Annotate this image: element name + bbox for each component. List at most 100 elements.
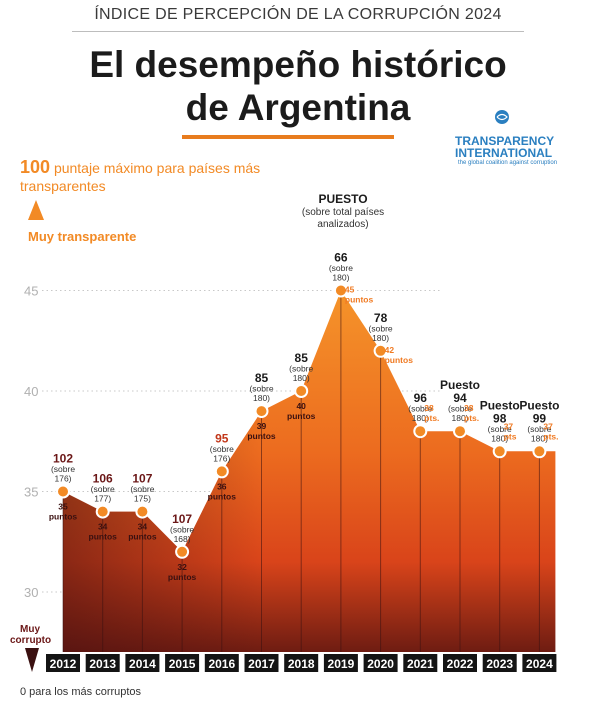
x-tick-label: 2024 xyxy=(526,657,553,671)
data-point xyxy=(56,484,70,499)
rank-label: 180) xyxy=(372,333,389,343)
rank-label: (sobre xyxy=(408,404,432,414)
x-tick-label: 2020 xyxy=(367,657,394,671)
rank-label: (sobre xyxy=(130,484,154,494)
score-label: 34 xyxy=(98,522,108,532)
puesto-title: PUESTO xyxy=(318,192,368,206)
x-tick-label: 2023 xyxy=(486,657,513,671)
x-tick-label: 2012 xyxy=(50,657,77,671)
rank-label: (sobre xyxy=(91,484,115,494)
rank-label: 177) xyxy=(94,494,111,504)
score-label: puntos xyxy=(247,431,276,441)
down-arrow-icon xyxy=(25,648,39,672)
score-label: puntos xyxy=(208,491,237,501)
rank-label: (sobre xyxy=(289,364,313,374)
muy-transparente-label: Muy transparente xyxy=(28,229,137,244)
logo-name: TRANSPARENCY INTERNATIONAL xyxy=(455,134,554,160)
data-point xyxy=(373,343,388,358)
rank-label: 106 xyxy=(93,472,113,486)
rank-label: 180) xyxy=(451,413,468,423)
score-label: puntos xyxy=(128,532,157,542)
rank-label: 94 xyxy=(453,391,467,405)
year-badge xyxy=(244,654,279,672)
rank-label: 168) xyxy=(174,534,191,544)
rank-label: 99 xyxy=(533,411,547,425)
top-subtitle: ÍNDICE DE PERCEPCIÓN DE LA CORRUPCIÓN 20… xyxy=(94,6,502,23)
data-point xyxy=(453,424,467,439)
year-badge xyxy=(522,654,557,672)
score-label: 38 xyxy=(424,403,434,413)
year-badge xyxy=(284,654,319,672)
x-tick-label: 2013 xyxy=(89,657,116,671)
score-label: 38 xyxy=(464,403,474,413)
score-label: 45 xyxy=(345,285,355,295)
score-label: pts. xyxy=(464,413,479,423)
rank-label: 98 xyxy=(493,411,507,425)
data-point xyxy=(135,504,150,519)
y-tick-label: 30 xyxy=(24,585,38,600)
rank-label: (sobre xyxy=(210,444,234,454)
x-tick-label: 2015 xyxy=(169,657,196,671)
rank-label: (sobre xyxy=(448,404,472,414)
data-point xyxy=(532,444,547,459)
x-tick-label: 2018 xyxy=(288,657,315,671)
score-label: puntos xyxy=(168,572,197,582)
x-tick-label: 2016 xyxy=(208,657,235,671)
score-label: pts. xyxy=(424,413,439,423)
data-point xyxy=(214,464,229,479)
data-point xyxy=(95,504,110,519)
rank-label: 107 xyxy=(132,472,152,486)
score-label: 35 xyxy=(58,502,68,512)
rank-label: 180) xyxy=(253,393,270,403)
rank-label: 180) xyxy=(491,433,508,443)
year-badge xyxy=(323,654,358,672)
data-point xyxy=(333,283,348,298)
rank-label: Puesto xyxy=(480,398,520,412)
y-tick-label: 35 xyxy=(24,485,38,500)
x-tick-label: 2021 xyxy=(407,657,434,671)
max-score-note: 100 puntaje máximo para países más trans… xyxy=(20,158,280,195)
year-badge xyxy=(204,654,239,672)
up-arrow-icon xyxy=(28,200,44,220)
rank-label: (sobre xyxy=(329,263,353,273)
data-point xyxy=(492,444,507,459)
rank-label: 180) xyxy=(412,413,429,423)
logo-tagline: the global coalition against corruption xyxy=(458,160,558,166)
rank-label: (sobre xyxy=(249,384,273,394)
score-label: 40 xyxy=(296,401,306,411)
rank-label: Puesto xyxy=(519,398,559,412)
year-badge xyxy=(482,654,517,672)
title-underline xyxy=(182,135,394,139)
year-badge xyxy=(125,654,160,672)
x-tick-label: 2014 xyxy=(129,657,156,671)
score-label: 36 xyxy=(217,481,227,491)
score-label: 34 xyxy=(138,522,148,532)
score-label: pts. xyxy=(543,431,558,441)
rank-label: (sobre xyxy=(488,424,512,434)
score-label: pts xyxy=(504,431,517,441)
score-label: puntos xyxy=(345,295,374,305)
max-score-text: puntaje máximo para países más transpare… xyxy=(20,160,261,194)
rank-label: 180) xyxy=(332,273,349,283)
score-label: puntos xyxy=(385,355,414,365)
score-label: 37 xyxy=(504,421,514,431)
rank-label: 66 xyxy=(334,251,348,265)
rank-label: 180) xyxy=(531,433,548,443)
score-label: 37 xyxy=(543,421,553,431)
rank-label: 78 xyxy=(374,311,388,325)
rank-label: (sobre xyxy=(170,524,194,534)
min-score-note: 0 para los más corruptos xyxy=(20,686,142,698)
y-tick-label: 45 xyxy=(24,284,38,299)
score-area-shade xyxy=(63,290,556,652)
rank-label: (sobre xyxy=(51,464,75,474)
x-tick-label: 2019 xyxy=(328,657,355,671)
data-point xyxy=(294,384,309,398)
rank-label: (sobre xyxy=(527,424,551,434)
data-point xyxy=(175,544,190,559)
rank-label: (sobre xyxy=(369,323,393,333)
year-badge xyxy=(46,654,80,672)
rank-label: 180) xyxy=(293,373,310,383)
header-divider xyxy=(72,31,524,32)
rank-label: Puesto xyxy=(440,378,480,392)
score-label: 32 xyxy=(177,562,187,572)
